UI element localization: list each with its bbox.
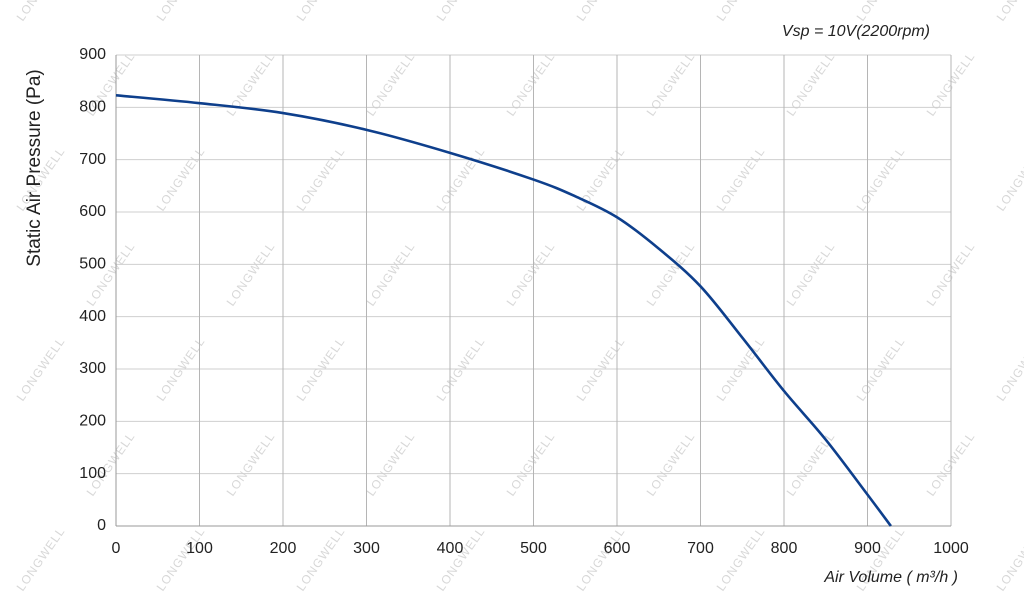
watermark: LONGWELL — [84, 239, 138, 308]
watermark: LONGWELL — [644, 429, 698, 498]
watermark: LONGWELL — [994, 334, 1024, 403]
x-tick-label: 500 — [520, 540, 547, 557]
watermark: LONGWELL — [364, 429, 418, 498]
watermark: LONGWELL — [14, 524, 68, 593]
watermark: LONGWELL — [784, 239, 838, 308]
watermark: LONGWELL — [714, 144, 768, 213]
watermark: LONGWELL — [504, 49, 558, 118]
x-tick-label: 900 — [854, 540, 881, 557]
watermark: LONGWELL — [434, 0, 488, 24]
x-tick-label: 100 — [186, 540, 213, 557]
y-tick-label: 200 — [79, 413, 106, 430]
watermark: LONGWELL — [154, 0, 208, 24]
watermark: LONGWELL — [994, 0, 1024, 24]
watermark: LONGWELL — [994, 524, 1024, 593]
x-axis-label: Air Volume ( m³/h ) — [823, 569, 958, 586]
watermark: LONGWELL — [294, 0, 348, 24]
y-tick-label: 800 — [79, 99, 106, 116]
watermark: LONGWELL — [714, 0, 768, 24]
watermark: LONGWELL — [854, 0, 908, 24]
y-tick-label: 500 — [79, 256, 106, 273]
grid — [115, 54, 952, 527]
watermark: LONGWELL — [994, 144, 1024, 213]
y-tick-label: 0 — [97, 517, 106, 534]
x-tick-label: 1000 — [933, 540, 969, 557]
x-tick-label: 300 — [353, 540, 380, 557]
watermark: LONGWELL — [644, 49, 698, 118]
watermark: LONGWELL — [154, 524, 208, 593]
watermark: LONGWELL — [364, 239, 418, 308]
watermark: LONGWELL — [294, 524, 348, 593]
watermark: LONGWELL — [14, 0, 68, 24]
watermark: LONGWELL — [434, 524, 488, 593]
x-tick-label: 700 — [687, 540, 714, 557]
watermark: LONGWELL — [504, 429, 558, 498]
watermark: LONGWELL — [714, 524, 768, 593]
watermark: LONGWELL — [784, 429, 838, 498]
curve — [115, 94, 892, 527]
watermark: LONGWELL — [574, 524, 628, 593]
watermark: LONGWELL — [784, 49, 838, 118]
y-tick-label: 400 — [79, 308, 106, 325]
watermark: LONGWELL — [574, 0, 628, 24]
watermark: LONGWELL — [854, 144, 908, 213]
x-tick-label: 800 — [771, 540, 798, 557]
watermark: LONGWELL — [504, 239, 558, 308]
watermark: LONGWELL — [14, 334, 68, 403]
y-axis-label: Static Air Pressure (Pa) — [24, 69, 45, 266]
x-tick-label: 600 — [604, 540, 631, 557]
x-tick-label: 200 — [270, 540, 297, 557]
x-tick-label: 0 — [112, 540, 121, 557]
watermark: LONGWELL — [224, 429, 278, 498]
annotation: Vsp = 10V(2200rpm) — [782, 23, 930, 40]
watermark: LONGWELL — [574, 144, 628, 213]
watermark: LONGWELL — [224, 239, 278, 308]
watermark: LONGWELL — [294, 144, 348, 213]
y-tick-label: 700 — [79, 151, 106, 168]
watermark: LONGWELL — [364, 49, 418, 118]
y-tick-label: 300 — [79, 360, 106, 377]
x-tick-label: 400 — [437, 540, 464, 557]
watermark: LONGWELL — [434, 144, 488, 213]
y-tick-label: 600 — [79, 203, 106, 220]
watermarks: LONGWELL LONGWELL LONGWELL LONGWELL LONGWELL… — [14, 0, 1024, 594]
y-tick-label: 900 — [79, 46, 106, 63]
y-tick-label: 100 — [79, 465, 106, 482]
